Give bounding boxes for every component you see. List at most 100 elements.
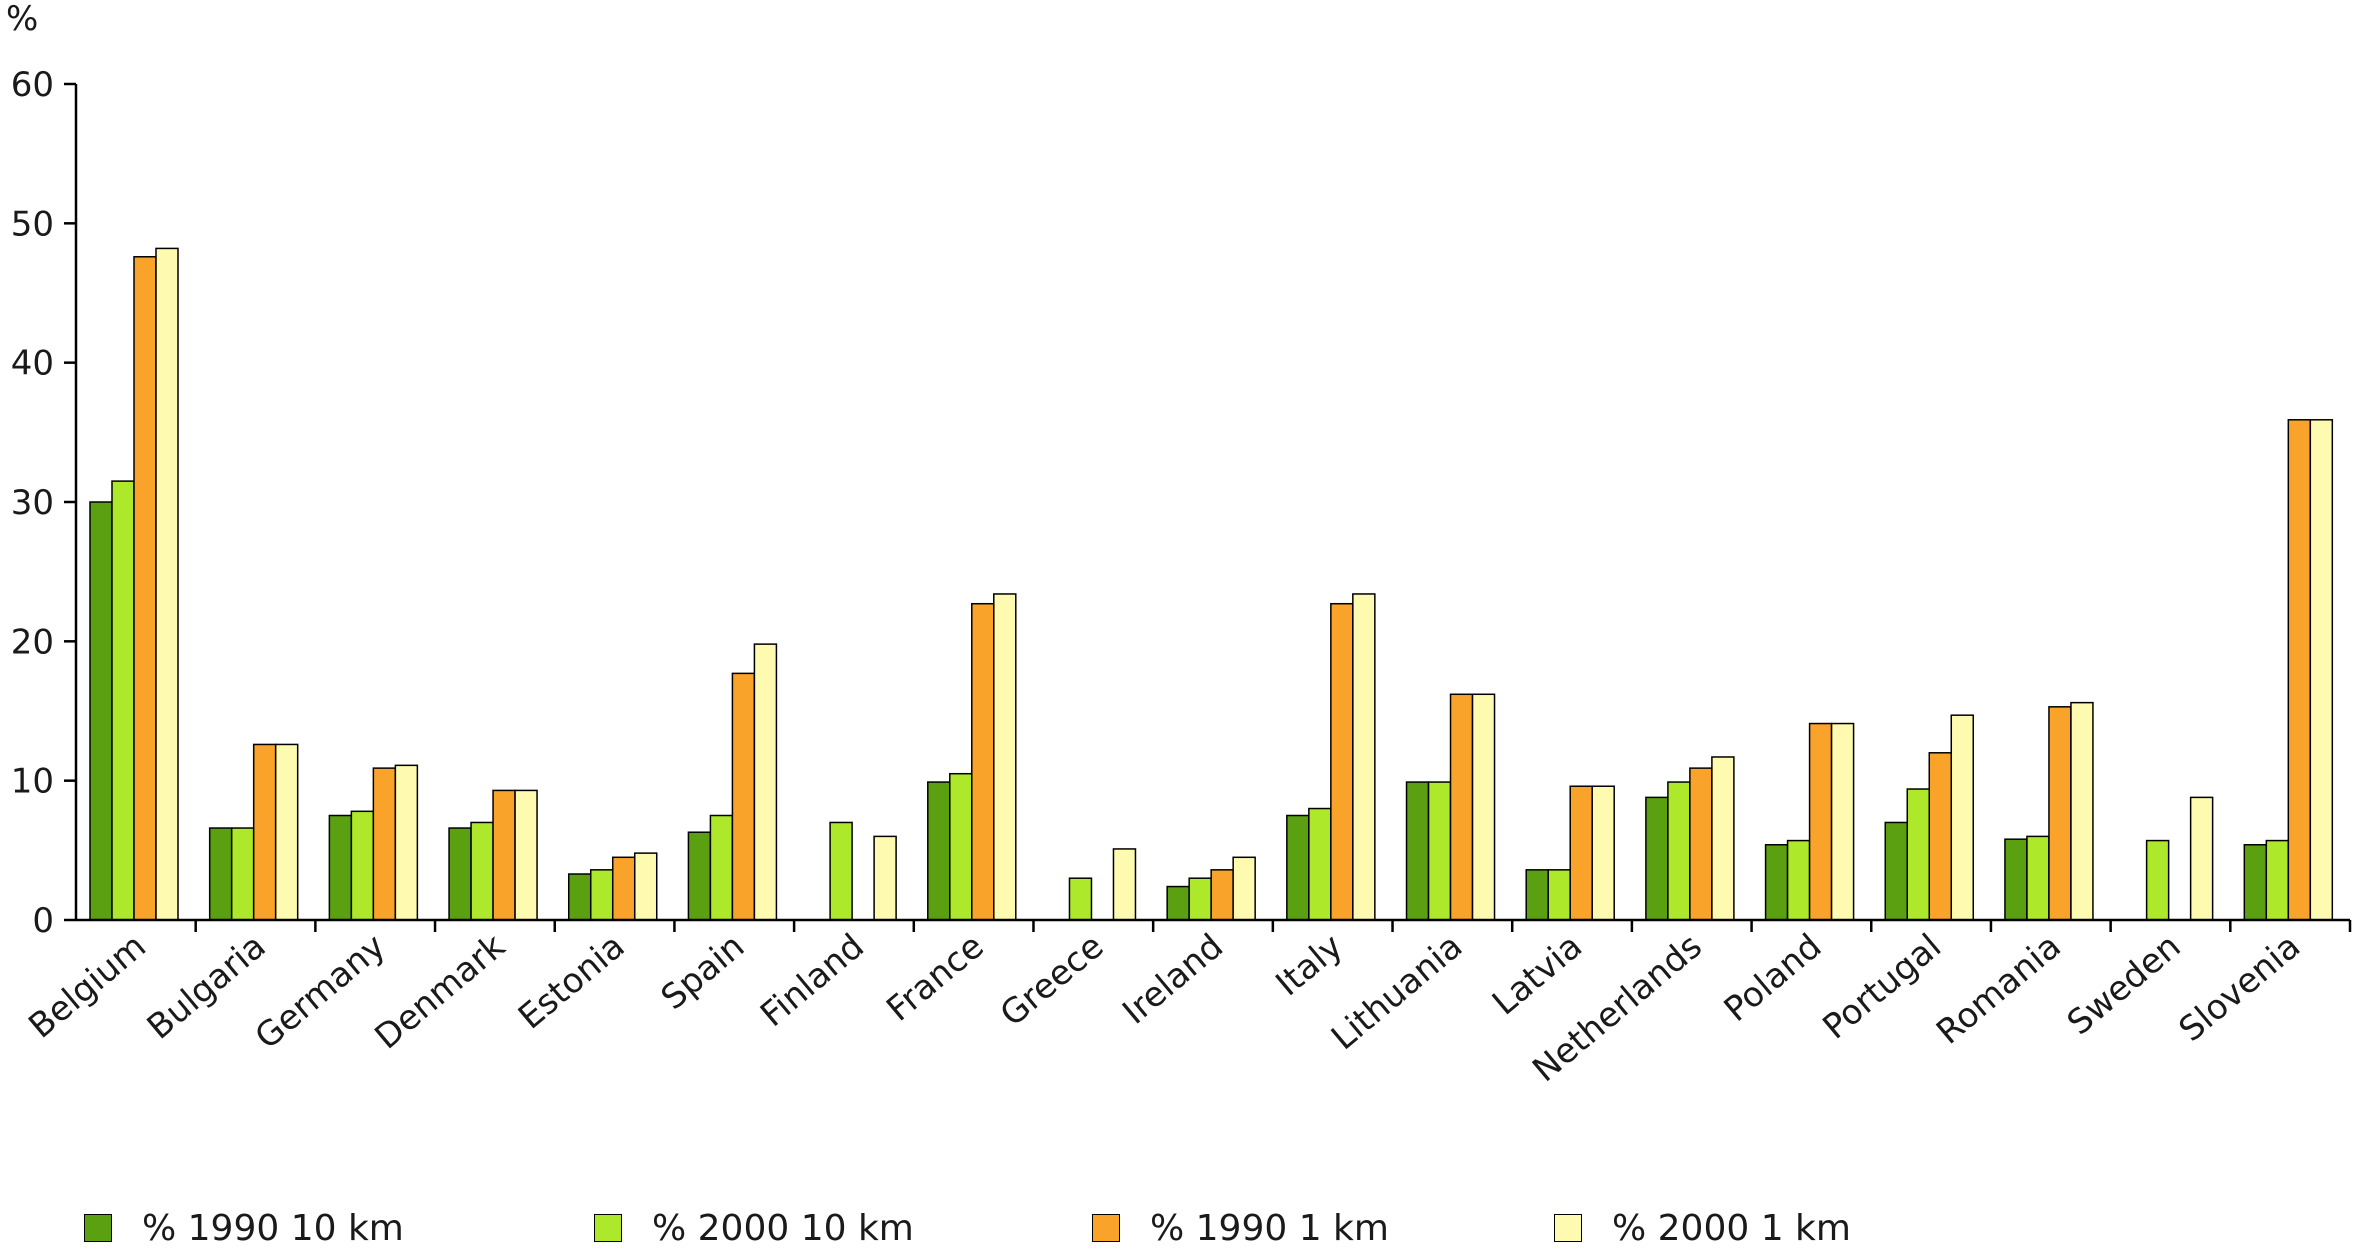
bar-belgium-4 bbox=[155, 247, 179, 921]
x-tick-label: Poland bbox=[1717, 926, 1830, 1030]
bar-portugal-1 bbox=[1884, 821, 1909, 921]
legend-item-2000-1km: % 2000 1 km bbox=[1554, 1207, 1851, 1249]
x-tick-label: Latvia bbox=[1485, 926, 1590, 1023]
bar-france-4 bbox=[993, 593, 1017, 921]
bar-denmark-2 bbox=[470, 821, 494, 921]
bar-estonia-1 bbox=[567, 873, 592, 921]
bar-lithuania-1 bbox=[1405, 781, 1430, 921]
bar-lithuania-4 bbox=[1471, 693, 1496, 921]
x-tick-label: Germany bbox=[248, 926, 393, 1057]
bar-ireland-3 bbox=[1210, 869, 1234, 921]
y-tick-label: 30 bbox=[11, 483, 54, 523]
legend-swatch-2000-1km bbox=[1554, 1214, 1582, 1242]
bar-bulgaria-2 bbox=[230, 827, 255, 921]
bar-slovenia-2 bbox=[2265, 839, 2290, 921]
legend-label-2000-10km: % 2000 10 km bbox=[652, 1207, 914, 1249]
legend-item-1990-10km: % 1990 10 km bbox=[84, 1207, 404, 1249]
x-tick-label: Portugal bbox=[1815, 926, 1949, 1047]
bar-spain-2 bbox=[709, 814, 734, 921]
legend-label-2000-1km: % 2000 1 km bbox=[1612, 1207, 1851, 1249]
y-tick-label: 60 bbox=[11, 65, 54, 105]
legend: % 1990 10 km % 2000 10 km % 1990 1 km % … bbox=[0, 1207, 2353, 1249]
bar-bulgaria-4 bbox=[274, 743, 299, 921]
bar-slovenia-4 bbox=[2309, 419, 2334, 921]
bar-lithuania-2 bbox=[1427, 781, 1452, 921]
bar-latvia-3 bbox=[1569, 785, 1593, 921]
bar-portugal-3 bbox=[1928, 752, 1953, 921]
x-tick-label: Lithuania bbox=[1324, 926, 1470, 1058]
bar-germany-4 bbox=[394, 764, 419, 921]
bar-spain-4 bbox=[753, 643, 778, 921]
bar-latvia-2 bbox=[1547, 869, 1571, 921]
y-axis: 0 10 20 30 40 50 60 bbox=[11, 65, 76, 941]
bar-latvia-4 bbox=[1591, 785, 1615, 921]
bar-lithuania-3 bbox=[1449, 693, 1474, 921]
bar-poland-3 bbox=[1808, 722, 1833, 921]
y-axis-unit: % bbox=[6, 0, 38, 39]
x-tick-label: Estonia bbox=[511, 926, 633, 1037]
bar-spain-1 bbox=[687, 831, 712, 921]
x-tick-label: Sweden bbox=[2060, 926, 2189, 1043]
bar-ireland-2 bbox=[1188, 877, 1212, 921]
bar-belgium-2 bbox=[111, 480, 135, 921]
bar-poland-1 bbox=[1764, 844, 1789, 921]
bar-denmark-3 bbox=[492, 789, 516, 921]
x-tick-label: Spain bbox=[654, 926, 752, 1018]
bar-netherlands-2 bbox=[1667, 781, 1691, 921]
x-tick-label: Ireland bbox=[1115, 926, 1231, 1032]
bar-slovenia-1 bbox=[2243, 844, 2268, 921]
bar-france-2 bbox=[949, 772, 973, 921]
bar-france-3 bbox=[971, 602, 995, 921]
legend-item-1990-1km: % 1990 1 km bbox=[1092, 1208, 1389, 1249]
bar-poland-2 bbox=[1786, 839, 1811, 921]
bar-bulgaria-1 bbox=[208, 827, 233, 921]
x-tick-label: Belgium bbox=[21, 926, 153, 1046]
legend-swatch-2000-10km bbox=[594, 1214, 622, 1242]
bar-belgium-1 bbox=[89, 501, 113, 921]
bar-italy-1 bbox=[1286, 814, 1310, 921]
bar-ireland-1 bbox=[1166, 885, 1190, 921]
bar-slovenia-3 bbox=[2287, 419, 2312, 921]
y-tick-label: 50 bbox=[11, 204, 54, 244]
bar-chart: % 0 10 20 30 40 50 60 BelgiumBulgariaGermanyDe… bbox=[6, 0, 2352, 1090]
bar-denmark-1 bbox=[448, 827, 472, 921]
bar-netherlands-1 bbox=[1645, 796, 1669, 921]
bar-sweden-4 bbox=[2189, 796, 2214, 921]
x-tick-label: Denmark bbox=[367, 926, 513, 1057]
bar-estonia-3 bbox=[611, 856, 636, 921]
bar-portugal-2 bbox=[1906, 788, 1931, 921]
y-tick-label: 0 bbox=[32, 901, 54, 941]
y-tick-label: 40 bbox=[11, 344, 54, 384]
bar-france-1 bbox=[927, 781, 951, 921]
bar-netherlands-3 bbox=[1689, 767, 1713, 921]
x-tick-label: Slovenia bbox=[2172, 926, 2309, 1050]
bar-italy-4 bbox=[1352, 593, 1376, 921]
legend-swatch-1990-10km bbox=[84, 1214, 112, 1242]
x-tick-label: Finland bbox=[753, 926, 872, 1035]
bar-portugal-4 bbox=[1950, 714, 1975, 921]
bar-netherlands-4 bbox=[1711, 756, 1735, 921]
bar-greece-2 bbox=[1068, 877, 1093, 921]
bar-romania-2 bbox=[2026, 835, 2050, 921]
bar-poland-4 bbox=[1830, 722, 1855, 921]
x-tick-label: Italy bbox=[1268, 926, 1350, 1004]
bar-ireland-4 bbox=[1232, 856, 1256, 921]
bar-spain-3 bbox=[731, 672, 756, 921]
bar-belgium-3 bbox=[133, 256, 157, 921]
x-tick-label: Romania bbox=[1929, 926, 2069, 1052]
legend-label-1990-10km: % 1990 10 km bbox=[142, 1207, 404, 1249]
bar-estonia-4 bbox=[633, 852, 658, 921]
x-tick-label: France bbox=[879, 926, 991, 1029]
bar-latvia-1 bbox=[1525, 869, 1549, 921]
bar-romania-1 bbox=[2004, 838, 2028, 921]
bar-bulgaria-3 bbox=[252, 743, 277, 921]
bar-romania-4 bbox=[2070, 701, 2094, 921]
bar-italy-2 bbox=[1308, 807, 1332, 921]
bar-romania-3 bbox=[2048, 706, 2072, 921]
x-tick-label: Greece bbox=[993, 926, 1111, 1034]
bar-greece-4 bbox=[1112, 848, 1137, 921]
bar-denmark-4 bbox=[514, 789, 538, 921]
y-tick-label: 10 bbox=[11, 762, 54, 802]
bars-group bbox=[89, 247, 2334, 921]
